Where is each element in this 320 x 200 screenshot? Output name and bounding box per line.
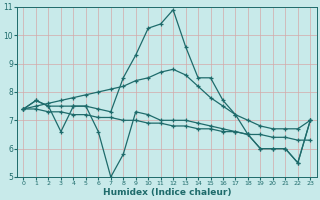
X-axis label: Humidex (Indice chaleur): Humidex (Indice chaleur) [103,188,231,197]
